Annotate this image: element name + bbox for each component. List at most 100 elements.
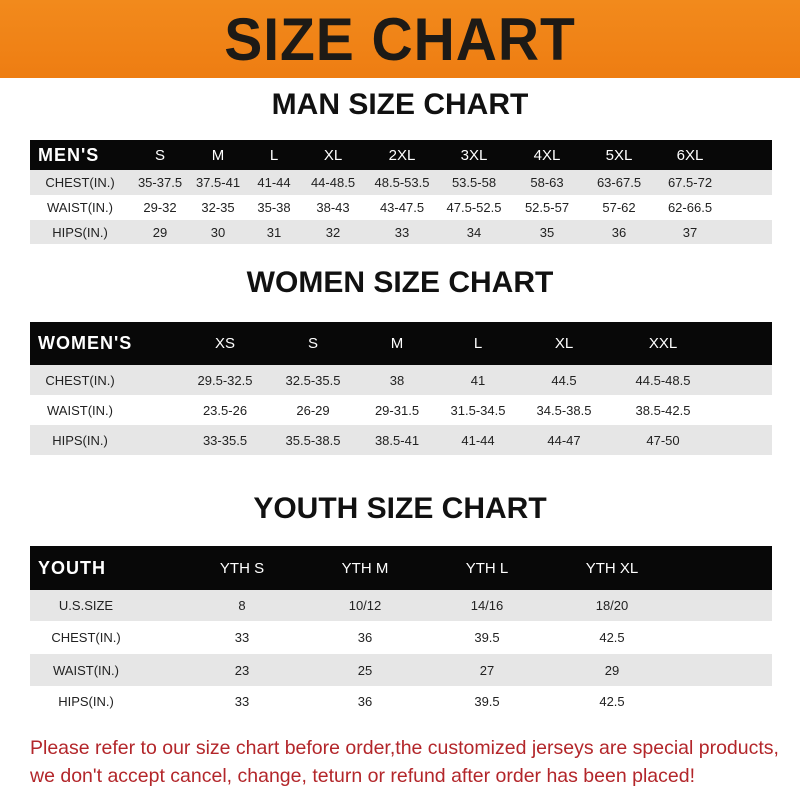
table-cell: 10/12 (348, 598, 382, 613)
women-title: WOMEN SIZE CHART (246, 266, 554, 299)
table-cell: 27 (479, 662, 495, 678)
table-cell: 32-35 (201, 200, 235, 215)
table-header-row: MEN'S S M L XL 2XL 3XL 4XL 5XL 6XL (30, 140, 772, 170)
row-label: WAIST(IN.) (47, 402, 113, 418)
size-header: M (211, 146, 225, 164)
table-row: CHEST(IN.) 35-37.5 37.5-41 41-44 44-48.5 48.5… (30, 170, 772, 195)
table-cell: 23.5-26 (202, 402, 248, 418)
size-header: YTH L (465, 559, 509, 577)
table-cell: 29-32 (143, 200, 177, 215)
table-cell: 36 (357, 694, 373, 709)
table-cell: 63-67.5 (596, 175, 642, 190)
row-label: HIPS(IN.) (58, 694, 114, 709)
table-cell: 41 (470, 372, 486, 388)
table-cell: 32 (325, 224, 341, 240)
footer-line-2: we don't accept cancel, change, teturn o… (30, 765, 695, 787)
table-cell: 35.5-38.5 (285, 432, 341, 448)
table-cell: 32.5-35.5 (285, 372, 341, 388)
table-cell: 37 (682, 224, 698, 240)
table-cell: 25 (357, 662, 373, 678)
size-header: XL (554, 335, 574, 352)
table-cell: 34 (466, 224, 482, 240)
table-cell: 39.5 (474, 630, 500, 645)
table-cell: 29-31.5 (374, 402, 420, 418)
footer-line-1: Please refer to our size chart before or… (30, 737, 779, 759)
table-cell: 53.5-58 (451, 175, 497, 190)
table-cell: 33 (234, 630, 250, 645)
size-header: 3XL (460, 146, 488, 164)
row-label: HIPS(IN.) (52, 432, 108, 448)
table-row: WAIST(IN.) 29-32 32-35 35-38 38-43 43-47.5 47.… (30, 195, 772, 220)
table-title: WOMEN'S (38, 333, 133, 353)
men-title: MAN SIZE CHART (271, 88, 529, 121)
row-label: HIPS(IN.) (52, 224, 108, 240)
size-header: XS (214, 335, 236, 352)
size-header: 4XL (533, 146, 561, 164)
table-title: YOUTH (38, 557, 106, 578)
table-cell: 57-62 (602, 200, 636, 215)
size-header: 6XL (676, 146, 704, 164)
size-header: YTH S (219, 559, 265, 577)
size-header: M (390, 335, 404, 352)
table-cell: 44.5 (551, 372, 577, 388)
table-title: MEN'S (38, 144, 100, 165)
table-cell: 43-47.5 (379, 200, 425, 215)
table-cell: 33-35.5 (202, 432, 248, 448)
table-cell: 35 (539, 224, 555, 240)
size-header: YTH XL (585, 559, 639, 577)
table-cell: 14/16 (470, 598, 504, 613)
table-cell: 44-47 (547, 432, 581, 448)
banner: SIZE CHART (0, 0, 800, 78)
table-cell: 35-37.5 (137, 175, 183, 190)
table-header-row: WOMEN'S XS S M L XL XXL (30, 322, 772, 365)
table-cell: 18/20 (595, 598, 629, 613)
size-header: L (269, 146, 279, 164)
table-cell: 29 (152, 224, 168, 240)
table-cell: 38.5-42.5 (635, 402, 691, 418)
row-label: CHEST(IN.) (45, 372, 115, 388)
size-header: YTH M (341, 559, 389, 577)
table-cell: 26-29 (296, 402, 330, 418)
size-header: XXL (648, 335, 678, 352)
size-header: L (473, 335, 483, 352)
row-label: CHEST(IN.) (51, 630, 121, 645)
size-header: XL (323, 146, 343, 164)
table-cell: 31 (266, 224, 282, 240)
row-label: CHEST(IN.) (45, 175, 115, 190)
footer-note: Please refer to our size chart before or… (30, 734, 790, 790)
table-cell: 44.5-48.5 (635, 372, 691, 388)
table-cell: 62-66.5 (667, 200, 713, 215)
table-cell: 33 (394, 224, 410, 240)
table-cell: 36 (611, 224, 627, 240)
table-row: HIPS(IN.) 29 30 31 32 33 34 35 36 37 (30, 220, 772, 244)
row-label: U.S.SIZE (58, 598, 114, 613)
size-header: S (307, 335, 319, 352)
table-row: WAIST(IN.) 23.5-26 26-29 29-31.5 31.5-34.5 34… (30, 395, 772, 425)
table-row: HIPS(IN.) 33 36 39.5 42.5 (30, 686, 772, 717)
table-cell: 52.5-57 (524, 200, 570, 215)
table-cell: 42.5 (599, 630, 625, 645)
table-cell: 48.5-53.5 (374, 175, 430, 190)
table-cell: 67.5-72 (667, 175, 713, 190)
table-cell: 38-43 (316, 200, 350, 215)
table-cell: 44-48.5 (310, 175, 356, 190)
table-cell: 41-44 (461, 432, 495, 448)
size-header: 2XL (388, 146, 416, 164)
table-cell: 30 (210, 224, 226, 240)
table-header-row: YOUTH YTH S YTH M YTH L YTH XL (30, 546, 772, 590)
table-cell: 34.5-38.5 (536, 402, 592, 418)
table-row: WAIST(IN.) 23 25 27 29 (30, 654, 772, 686)
row-label: WAIST(IN.) (47, 200, 113, 215)
table-cell: 29 (604, 662, 620, 678)
size-header: 5XL (605, 146, 633, 164)
row-label: WAIST(IN.) (53, 662, 119, 678)
table-row: CHEST(IN.) 29.5-32.5 32.5-35.5 38 41 44.5 44.5… (30, 365, 772, 395)
table-cell: 58-63 (530, 175, 564, 190)
table-row: U.S.SIZE 8 10/12 14/16 18/20 (30, 590, 772, 621)
table-cell: 47-50 (646, 432, 680, 448)
table-cell: 38 (389, 372, 405, 388)
banner-title: SIZE CHART (224, 5, 576, 73)
table-row: HIPS(IN.) 33-35.5 35.5-38.5 38.5-41 41-44 44-… (30, 425, 772, 455)
table-cell: 37.5-41 (195, 175, 241, 190)
table-cell: 33 (234, 694, 250, 709)
